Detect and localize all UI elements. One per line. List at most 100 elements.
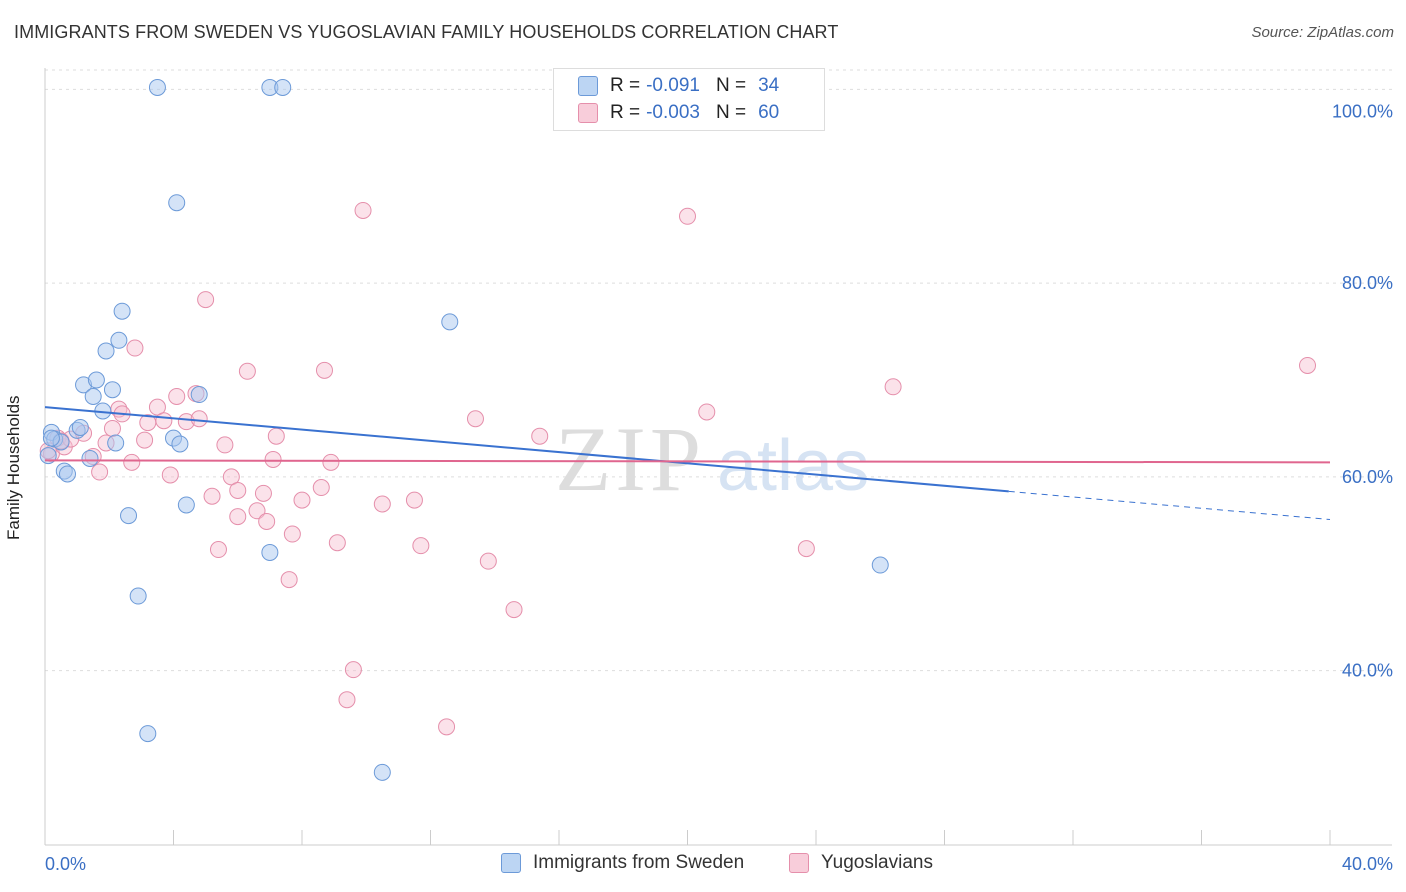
yugoslavians-point [123,453,141,471]
yugoslavians-point [679,207,696,225]
yugoslavians-point [136,431,154,449]
yugoslavians-point [229,508,247,526]
bottom-legend-sweden: Immigrants from Sweden [501,852,744,874]
yugoslavians-point [126,339,144,357]
legend-n-label: N = [715,75,747,96]
bottom-legend-label-sweden: Immigrants from Sweden [533,852,745,873]
sweden-point [42,429,60,447]
bottom-legend-yugoslavians: Yugoslavians [789,852,933,874]
sweden-point [261,543,279,561]
y-tick-label: 60.0% [1342,467,1393,487]
yugoslavians-point [293,491,311,509]
sweden-point [97,342,115,360]
trend-lines [44,406,1331,520]
yugoslavians-point [209,541,227,559]
sweden-point [129,587,147,605]
legend-swatch-yugoslavians [578,103,598,123]
chart-title: IMMIGRANTS FROM SWEDEN VS YUGOSLAVIAN FA… [14,22,839,42]
sweden-point [148,78,166,96]
legend-r-value: -0.003 [646,102,700,123]
sweden-point [84,387,102,405]
sweden-point [171,435,189,453]
yugoslavians-point [338,691,356,709]
yugoslavians-point [258,512,276,530]
legend-n-label: N = [715,102,747,123]
yugoslavians-point [466,410,484,428]
yugoslavians-point [161,466,179,484]
yugoslavians-point [238,362,256,380]
legend: R = -0.091 N = 34 R = -0.003 N = 60 [553,68,825,131]
legend-r-label: R = [610,75,641,96]
legend-n-value: 60 [758,102,780,123]
bottom-legend: Immigrants from Sweden Yugoslavians [0,852,1406,878]
bottom-legend-swatch-yugoslavians [789,853,809,873]
sweden-point [274,78,292,96]
yugoslavians-point [344,661,362,679]
sweden-point [441,313,459,331]
sweden-point [113,302,131,320]
sweden-point [190,386,208,404]
yugoslavians-trend-line [44,459,1331,464]
source-credit: Source: ZipAtlas.com [1251,24,1394,41]
yugoslavians-point [405,491,423,509]
sweden-points [39,78,889,781]
legend-row-sweden: R = -0.091 N = 34 [578,74,779,98]
y-tick-label: 40.0% [1342,661,1393,681]
yugoslavians-point [216,436,234,454]
sweden-point [71,418,89,436]
yugoslavians-point [248,502,266,520]
y-tick-label: 80.0% [1342,273,1393,293]
yugoslavians-point [884,378,902,396]
legend-row-yugoslavians: R = -0.003 N = 60 [578,101,779,125]
sweden-point [110,331,128,349]
yugoslavians-points [39,201,1317,736]
yugoslavians-point [190,410,208,428]
yugoslavians-point [797,540,815,558]
yugoslavians-point [267,427,285,445]
sweden-trend-line [44,406,1009,493]
sweden-point [87,371,105,389]
sweden-point [103,381,121,399]
legend-r-label: R = [610,102,641,123]
yugoslavians-point [479,552,497,570]
sweden-point [139,725,157,743]
tick-labels: 40.0% 60.0% 80.0% 100.0% 0.0% 40.0% [45,101,1393,874]
yugoslavians-point [264,450,282,468]
legend-swatch-sweden [578,76,598,96]
sweden-point [81,449,99,467]
yugoslavians-point [373,495,391,513]
x-tick-label: 0.0% [45,854,86,874]
bottom-legend-label-yugoslavians: Yugoslavians [821,852,933,873]
yugoslavians-point [505,601,523,619]
yugoslavians-point [312,479,330,497]
watermark-atlas: atlas [717,426,869,506]
sweden-point [177,496,195,514]
yugoslavians-point [438,718,456,736]
yugoslavians-point [354,201,372,219]
sweden-point [58,465,76,483]
sweden-point [168,194,186,212]
yugoslavians-point [412,537,430,555]
yugoslavians-point [91,463,109,481]
yugoslavians-point [283,525,301,543]
legend-r-value: -0.091 [646,75,700,96]
legend-n-value: 34 [758,75,780,96]
yugoslavians-point [203,487,221,505]
y-tick-label: 100.0% [1332,101,1393,121]
yugoslavians-point [155,412,173,430]
yugoslavians-point [531,427,549,445]
yugoslavians-point [698,403,716,421]
sweden-point [871,556,889,574]
yugoslavians-point [254,484,272,502]
sweden-point [373,763,391,781]
yugoslavians-point [315,361,333,379]
yugoslavians-point [1299,356,1317,374]
yugoslavians-point [280,571,298,589]
yugoslavians-point [177,413,195,431]
yugoslavians-point [322,453,340,471]
watermark: ZIP atlas [555,408,869,510]
x-tick-label: 40.0% [1342,854,1393,874]
sweden-trend-extension [1008,490,1331,520]
yugoslavians-point [328,534,346,552]
